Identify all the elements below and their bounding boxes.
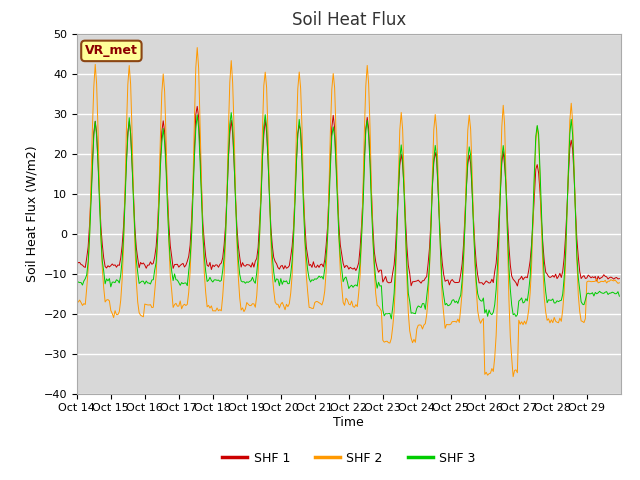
Line: SHF 3: SHF 3 — [77, 113, 620, 319]
Text: VR_met: VR_met — [85, 44, 138, 58]
Line: SHF 1: SHF 1 — [77, 107, 620, 286]
SHF 3 — [387, 316, 395, 322]
Line: SHF 2: SHF 2 — [77, 48, 620, 377]
SHF 1 — [73, 262, 81, 267]
SHF 2 — [461, 218, 469, 224]
SHF 2 — [73, 299, 81, 305]
Legend: SHF 1, SHF 2, SHF 3: SHF 1, SHF 2, SHF 3 — [218, 447, 480, 469]
SHF 2 — [108, 311, 116, 316]
Y-axis label: Soil Heat Flux (W/m2): Soil Heat Flux (W/m2) — [25, 145, 38, 282]
SHF 1 — [513, 283, 521, 289]
SHF 3 — [227, 110, 235, 116]
SHF 2 — [92, 61, 99, 67]
X-axis label: Time: Time — [333, 416, 364, 429]
SHF 2 — [614, 280, 622, 286]
SHF 1 — [461, 213, 469, 218]
SHF 1 — [193, 104, 201, 109]
SHF 3 — [543, 300, 551, 306]
SHF 2 — [543, 317, 551, 323]
Title: Soil Heat Flux: Soil Heat Flux — [292, 11, 406, 29]
SHF 2 — [353, 304, 361, 310]
SHF 3 — [614, 289, 622, 295]
SHF 3 — [108, 279, 116, 285]
SHF 3 — [353, 283, 361, 289]
SHF 1 — [108, 261, 116, 267]
SHF 2 — [193, 45, 201, 50]
SHF 2 — [509, 374, 517, 380]
SHF 1 — [616, 276, 623, 281]
SHF 1 — [614, 276, 622, 282]
SHF 2 — [616, 280, 623, 286]
SHF 1 — [543, 271, 551, 277]
SHF 3 — [92, 119, 99, 124]
SHF 3 — [73, 277, 81, 283]
SHF 3 — [616, 293, 623, 299]
SHF 1 — [353, 264, 361, 270]
SHF 1 — [92, 119, 99, 124]
SHF 3 — [463, 186, 470, 192]
